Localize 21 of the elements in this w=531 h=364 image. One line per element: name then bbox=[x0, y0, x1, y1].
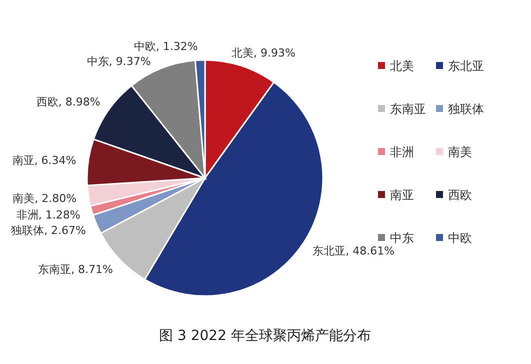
data-label: 中东, 9.37% bbox=[86, 55, 151, 68]
data-label: 东北亚, 48.61% bbox=[312, 244, 395, 258]
legend-label: 西欧 bbox=[448, 188, 472, 202]
data-label: 东南亚, 8.71% bbox=[38, 263, 114, 276]
data-label: 独联体, 2.67% bbox=[11, 224, 86, 237]
data-label: 南美, 2.80% bbox=[12, 192, 77, 205]
data-label: 南亚, 6.34% bbox=[12, 154, 76, 168]
data-label: 非洲, 1.28% bbox=[16, 208, 80, 222]
data-label: 西欧, 8.98% bbox=[36, 96, 100, 109]
legend-label: 南亚 bbox=[390, 188, 414, 202]
data-label: 北美, 9.93% bbox=[232, 46, 296, 60]
text: 图 3 2022 年全球聚丙烯产能分布 bbox=[159, 328, 371, 344]
legend-label: 非洲 bbox=[390, 145, 414, 159]
legend-label: 中东 bbox=[390, 231, 414, 245]
data-label: 中欧, 1.32% bbox=[134, 40, 198, 54]
legend-label: 东北亚 bbox=[448, 59, 484, 73]
legend-label: 独联体 bbox=[448, 102, 484, 116]
legend-label: 中欧 bbox=[448, 231, 472, 245]
legend-label: 北美 bbox=[390, 59, 414, 73]
legend-label: 东南亚 bbox=[390, 102, 426, 116]
legend-label: 南美 bbox=[448, 145, 472, 159]
